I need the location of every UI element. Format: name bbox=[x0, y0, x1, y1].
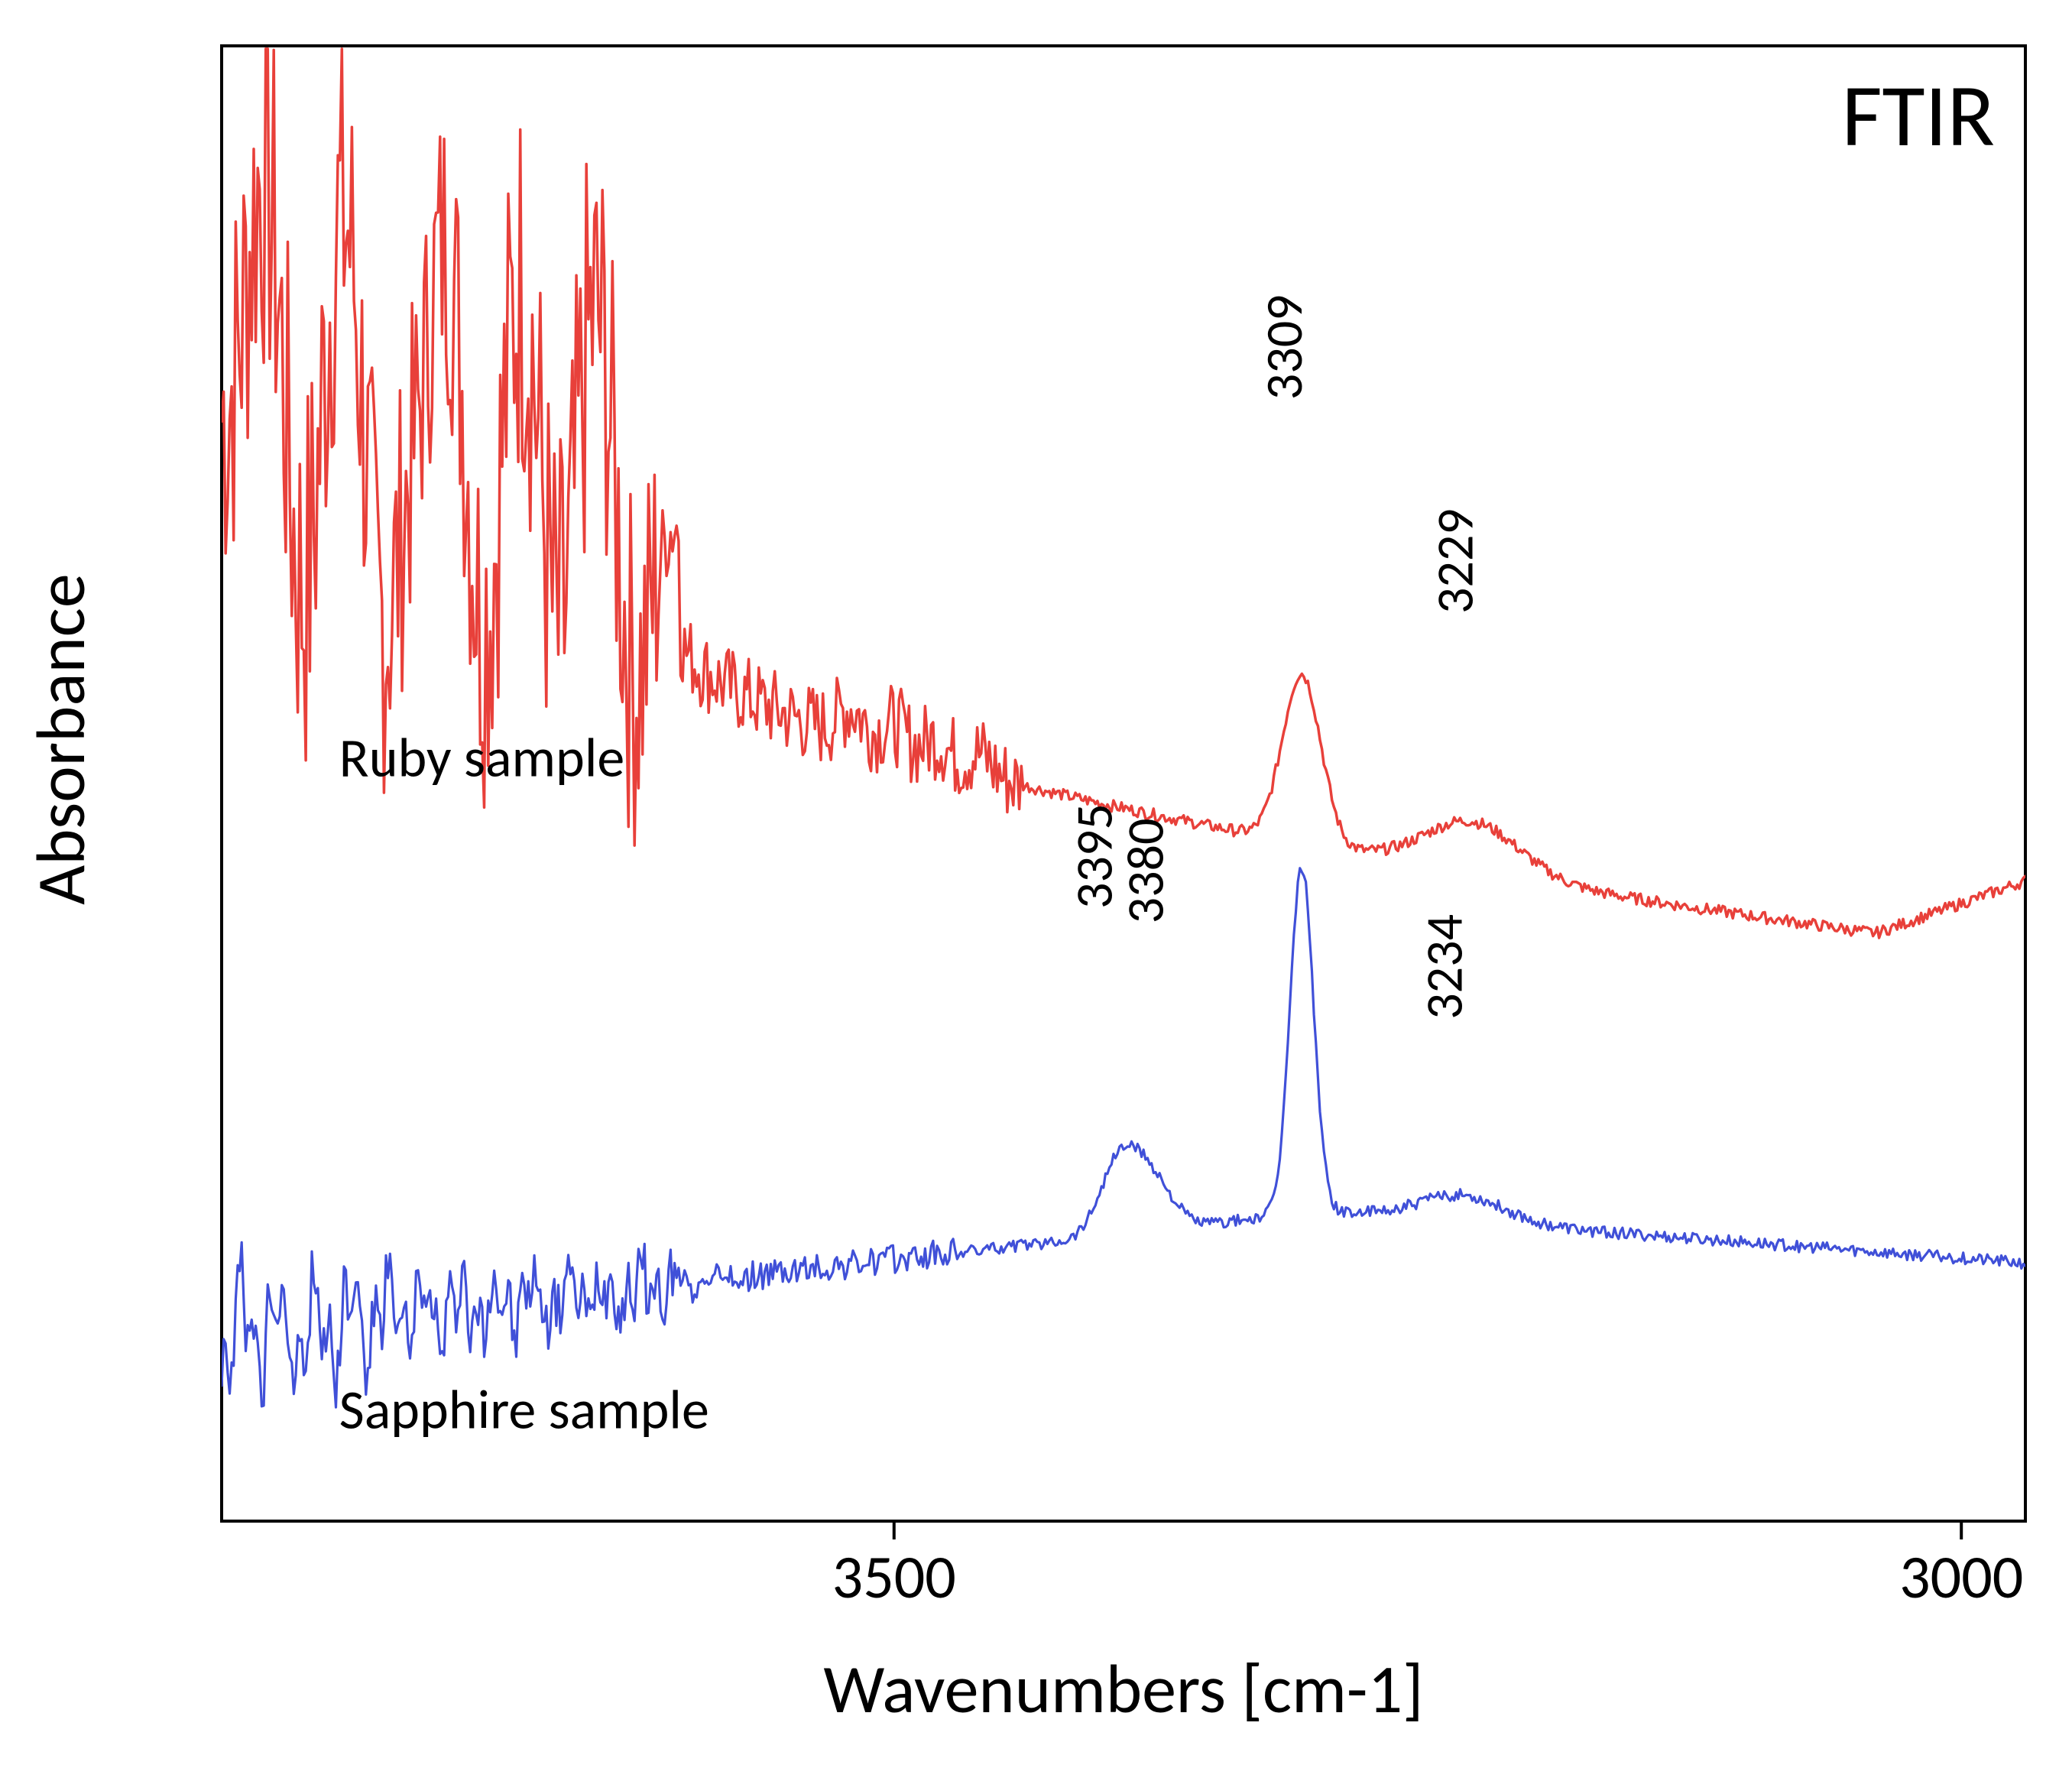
y-axis-label: Absorbance bbox=[19, 573, 103, 904]
ruby-series-label: Ruby sample bbox=[339, 724, 625, 791]
peak-label-3234: 3234 bbox=[1413, 914, 1477, 1020]
x-tick-label: 3500 bbox=[832, 1540, 956, 1614]
sapphire-series-label: Sapphire sample bbox=[339, 1376, 709, 1443]
peak-label-3309: 3309 bbox=[1253, 294, 1316, 400]
chart-title: FTIR bbox=[1842, 62, 1995, 169]
sapphire-spectrum-line bbox=[222, 868, 2025, 1407]
peak-label-3229: 3229 bbox=[1424, 508, 1487, 614]
x-axis-label: Wavenumbers [cm-1] bbox=[823, 1647, 1423, 1731]
ftir-chart: 3500 3000 Wavenumbers [cm-1] Absorbance FTIR… bbox=[0, 0, 2072, 1768]
peak-label-3380: 3380 bbox=[1114, 818, 1178, 923]
chart-svg: 3500 3000 Wavenumbers [cm-1] Absorbance FTIR… bbox=[0, 0, 2072, 1768]
x-tick-label: 3000 bbox=[1899, 1540, 2023, 1614]
